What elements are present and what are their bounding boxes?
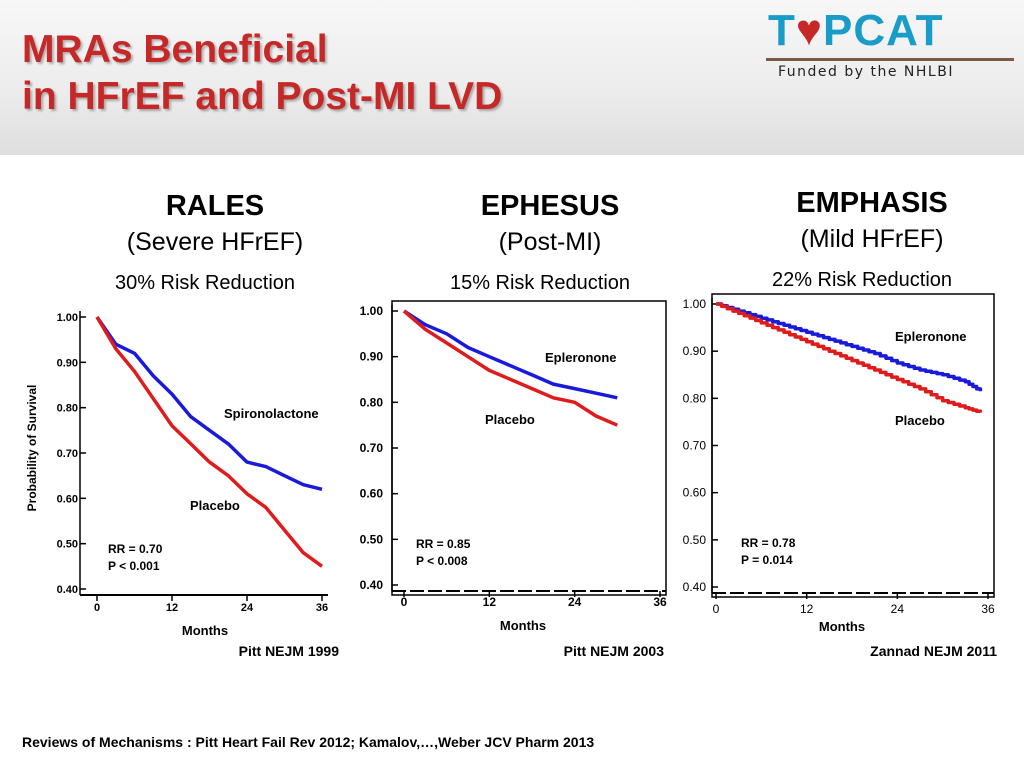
y-tick-label: 0.90 <box>683 344 707 358</box>
y-tick-label: 0.40 <box>57 584 78 596</box>
stats-line: RR = 0.85 <box>416 537 471 551</box>
risk-reduction-label: 22% Risk Reduction <box>772 269 952 291</box>
x-tick-label: 36 <box>316 602 328 614</box>
trial-population: (Post-MI) <box>499 228 602 256</box>
x-tick-label: 12 <box>800 602 814 616</box>
x-tick-label: 36 <box>981 602 995 616</box>
citation: Pitt NEJM 1999 <box>239 643 340 659</box>
y-tick-label: 0.80 <box>57 403 78 415</box>
placebo-survival-curve <box>95 316 324 568</box>
y-axis-label: Probability of Survival <box>25 385 39 512</box>
series-label: Placebo <box>895 413 945 428</box>
logo-wordmark: T♥PCAT <box>768 6 944 56</box>
stats-line: P = 0.014 <box>741 553 793 567</box>
y-tick-label: 0.60 <box>360 487 384 501</box>
heart-icon: ♥ <box>795 6 824 55</box>
trial-name: EPHESUS <box>481 190 620 222</box>
slide-title-line2: in HFrEF and Post-MI LVD <box>22 75 503 118</box>
y-tick-label: 1.00 <box>57 312 78 324</box>
x-tick-label: 0 <box>713 602 720 616</box>
x-axis-label: Months <box>182 623 228 638</box>
stats-line: P < 0.001 <box>108 559 160 573</box>
treatment-survival-curve <box>716 302 983 392</box>
citation: Pitt NEJM 2003 <box>564 643 665 659</box>
x-tick-label: 12 <box>166 602 178 614</box>
treatment-survival-curve <box>95 316 323 491</box>
y-tick-label: 0.40 <box>360 578 384 592</box>
y-tick-label: 0.60 <box>683 486 707 500</box>
y-tick-label: 0.50 <box>360 532 384 546</box>
y-tick-label: 0.80 <box>360 395 384 409</box>
trial-population: (Severe HFrEF) <box>127 228 303 256</box>
series-label: Epleronone <box>545 350 617 365</box>
y-tick-label: 0.70 <box>683 439 707 453</box>
series-label: Placebo <box>485 412 535 427</box>
placebo-survival-curve <box>716 302 983 414</box>
x-tick-label: 12 <box>483 595 497 609</box>
x-tick-label: 24 <box>891 602 905 616</box>
logo-letter-t: T <box>768 6 796 55</box>
x-tick-label: 0 <box>401 595 408 609</box>
x-axis-label: Months <box>500 618 546 633</box>
y-tick-label: 0.70 <box>57 448 78 460</box>
stats-line: RR = 0.78 <box>741 536 796 550</box>
trial-population: (Mild HFrEF) <box>800 225 943 253</box>
placebo-survival-curve <box>402 309 618 427</box>
series-label: Epleronone <box>895 329 967 344</box>
x-tick-label: 24 <box>568 595 582 609</box>
trial-name: EMPHASIS <box>796 187 947 219</box>
stats-line: RR = 0.70 <box>108 542 163 556</box>
slide-title-line1: MRAs Beneficial <box>22 28 328 71</box>
x-tick-label: 0 <box>94 602 100 614</box>
slide-header <box>0 0 1024 155</box>
series-label: Placebo <box>190 498 240 513</box>
citation: Zannad NEJM 2011 <box>870 643 997 659</box>
y-tick-label: 0.70 <box>360 441 384 455</box>
x-tick-label: 36 <box>653 595 667 609</box>
slide-title: MRAs Beneficial in HFrEF and Post-MI LVD <box>22 26 502 120</box>
y-tick-label: 0.50 <box>57 539 78 551</box>
risk-reduction-label: 15% Risk Reduction <box>450 272 630 294</box>
risk-reduction-label: 30% Risk Reduction <box>115 272 295 294</box>
y-tick-label: 0.80 <box>683 391 707 405</box>
logo-divider <box>766 58 1014 61</box>
series-label: Spironolactone <box>224 406 319 421</box>
y-tick-label: 1.00 <box>360 304 384 318</box>
y-tick-label: 0.90 <box>57 357 78 369</box>
y-tick-label: 0.60 <box>57 493 78 505</box>
y-tick-label: 0.90 <box>360 350 384 364</box>
x-tick-label: 24 <box>241 602 254 614</box>
y-tick-label: 1.00 <box>683 297 707 311</box>
trial-name: RALES <box>166 190 264 222</box>
logo-letters-pcat: PCAT <box>823 6 944 55</box>
x-axis-label: Months <box>819 619 865 634</box>
stats-line: P < 0.008 <box>416 554 468 568</box>
y-tick-label: 0.50 <box>683 533 707 547</box>
logo-tagline: Funded by the NHLBI <box>778 64 954 80</box>
treatment-survival-curve <box>403 309 618 400</box>
topcat-logo: T♥PCAT Funded by the NHLBI <box>760 2 1022 86</box>
y-tick-label: 0.40 <box>683 580 707 594</box>
footer-references: Reviews of Mechanisms : Pitt Heart Fail … <box>22 734 595 750</box>
